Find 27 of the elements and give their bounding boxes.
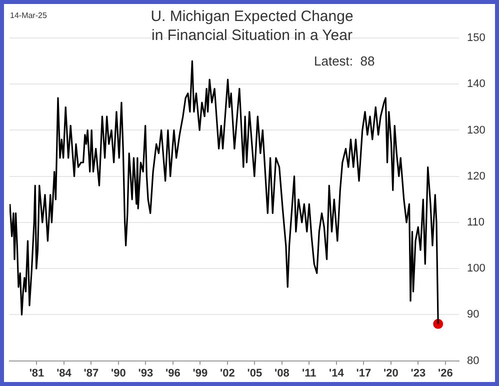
y-tick-label: 130 [467,124,486,136]
y-tick-label: 80 [467,354,480,367]
text: 14-Mar-25 [10,11,48,20]
x-tick-label: '87 [84,367,99,380]
x-tick-label: '05 [247,367,262,380]
x-tick-label: '08 [274,367,290,380]
x-tick-label: '84 [56,367,72,380]
x-tick-label: '81 [29,367,44,380]
annotation: Latest: 88 [314,54,375,69]
x-tick-label: '26 [438,367,453,380]
chart-title: U. Michigan Expected Change in Financial Situation in a Year [150,8,354,44]
y-tick-label: 150 [467,32,486,44]
x-tick-label: '20 [383,367,398,380]
x-tick-label: '93 [138,367,154,380]
x-tick-label: '96 [166,367,180,380]
y-tick-label: 90 [467,308,480,321]
y-tick-label: 140 [467,78,486,90]
x-tick-label: '99 [192,367,208,380]
x-tick-label: '23 [410,367,426,380]
x-tick-label: '02 [220,367,235,380]
x-tick-label: '14 [328,367,345,380]
x-tick-label: '17 [356,367,372,380]
y-tick-label: 100 [467,262,486,275]
x-tick-label: '11 [302,367,316,380]
y-tick-label: 120 [467,170,486,182]
x-tick-label: '90 [111,367,126,380]
y-tick-label: 110 [467,216,485,228]
